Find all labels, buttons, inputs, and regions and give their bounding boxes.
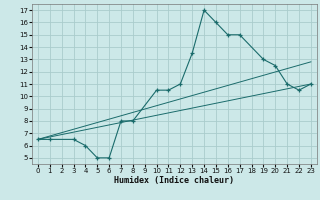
X-axis label: Humidex (Indice chaleur): Humidex (Indice chaleur) [115, 176, 234, 185]
